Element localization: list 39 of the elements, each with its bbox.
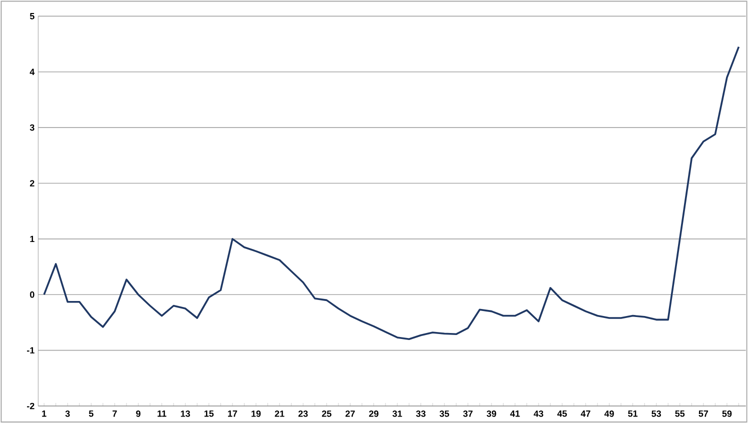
x-tick-label: 41: [510, 410, 520, 417]
x-tick-label: 23: [298, 410, 308, 417]
y-tick-label: 0: [30, 291, 34, 298]
x-tick-label: 9: [136, 410, 140, 417]
x-tick-label: 59: [722, 410, 732, 417]
y-tick-label: 2: [30, 180, 34, 186]
y-tick-label: -2: [27, 402, 34, 410]
y-tick-label: 5: [30, 12, 34, 20]
x-tick-label: 31: [392, 410, 402, 417]
x-tick-label: 27: [346, 410, 355, 417]
x-tick-label: 53: [652, 410, 661, 417]
x-tick-label: 1: [42, 410, 46, 417]
x-tick-label: 37: [463, 410, 473, 417]
x-tick-label: 17: [228, 410, 238, 417]
x-tick-label: 47: [580, 410, 590, 417]
x-tick-label: 15: [204, 410, 214, 417]
x-tick-label: 25: [322, 410, 332, 417]
x-tick-label: 33: [416, 410, 426, 417]
x-tick-label: 29: [369, 410, 378, 417]
x-tick-label: 55: [675, 410, 685, 417]
x-tick-label: 35: [440, 410, 450, 417]
y-tick-label: 3: [30, 124, 34, 131]
x-tick-label: 13: [180, 410, 190, 417]
x-tick-label: 51: [628, 410, 638, 417]
y-tick-label: -1: [27, 347, 34, 354]
y-tick-label: 1: [30, 236, 34, 242]
x-tick-label: 57: [698, 410, 708, 417]
x-tick-label: 11: [158, 410, 166, 417]
x-tick-label: 3: [65, 410, 70, 417]
x-tick-label: 49: [604, 410, 614, 417]
x-tick-label: 7: [112, 410, 117, 417]
x-tick-label: 43: [534, 410, 544, 417]
x-tick-label: 39: [486, 410, 496, 417]
x-tick-label: 19: [252, 410, 261, 417]
x-tick-label: 45: [557, 410, 567, 417]
line-series: [43, 46, 740, 340]
x-tick-label: 5: [88, 410, 94, 417]
x-tick-label: 21: [274, 410, 284, 417]
y-tick-label: 4: [30, 68, 35, 75]
